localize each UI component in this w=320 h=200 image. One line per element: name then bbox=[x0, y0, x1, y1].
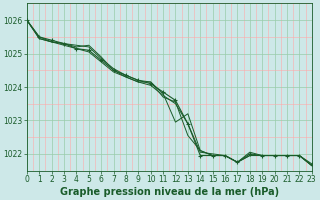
X-axis label: Graphe pression niveau de la mer (hPa): Graphe pression niveau de la mer (hPa) bbox=[60, 187, 279, 197]
